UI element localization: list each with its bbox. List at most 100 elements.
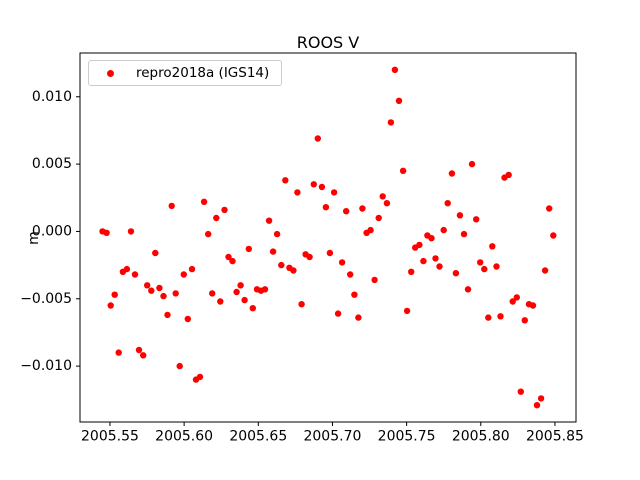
data-point xyxy=(343,208,350,215)
legend: repro2018a (IGS14) xyxy=(88,60,283,86)
data-point xyxy=(241,296,248,304)
data-point xyxy=(318,183,326,191)
data-point xyxy=(123,265,131,273)
data-point xyxy=(269,248,277,255)
data-point xyxy=(440,226,447,234)
data-point xyxy=(537,395,545,402)
data-point xyxy=(473,216,480,223)
data-point xyxy=(351,291,358,298)
data-point xyxy=(225,253,232,261)
data-point xyxy=(278,261,285,269)
data-point xyxy=(135,346,143,354)
data-point xyxy=(180,271,187,278)
data-point xyxy=(245,245,252,253)
data-point xyxy=(477,259,484,266)
data-point xyxy=(290,267,297,274)
data-point xyxy=(298,301,305,308)
data-point xyxy=(115,349,122,356)
data-point xyxy=(355,314,362,321)
data-point xyxy=(456,212,464,219)
data-point xyxy=(546,205,553,212)
legend-entry-label: repro2018a (IGS14) xyxy=(136,65,270,81)
data-point xyxy=(533,402,541,409)
data-point xyxy=(176,362,183,370)
data-point xyxy=(131,271,139,278)
data-point xyxy=(306,253,313,261)
data-point xyxy=(107,302,114,309)
data-point xyxy=(144,282,151,289)
data-point xyxy=(485,314,492,321)
data-point xyxy=(367,226,374,234)
data-point xyxy=(111,291,118,298)
data-point xyxy=(509,298,516,305)
data-point xyxy=(188,265,196,273)
data-point xyxy=(505,171,512,179)
data-point xyxy=(322,204,330,211)
y-tick-label: −0.005 xyxy=(20,291,72,307)
data-point xyxy=(448,170,456,177)
data-point xyxy=(464,286,472,293)
data-point xyxy=(379,193,386,200)
data-point xyxy=(497,313,504,320)
chart-title: ROOS V xyxy=(296,33,360,52)
data-point xyxy=(184,315,191,323)
data-point xyxy=(209,290,216,297)
data-point xyxy=(294,189,301,196)
data-point xyxy=(326,249,334,257)
data-point xyxy=(148,287,155,294)
data-point xyxy=(452,270,460,277)
data-point xyxy=(391,66,399,74)
data-point xyxy=(205,230,212,238)
data-point xyxy=(428,235,435,242)
data-point xyxy=(160,292,167,300)
data-point xyxy=(338,259,346,266)
data-point xyxy=(310,181,317,188)
data-point xyxy=(460,230,468,238)
y-tick-label: 0.010 xyxy=(32,89,72,105)
y-tick-label: 0.000 xyxy=(32,223,72,239)
data-point xyxy=(282,177,289,184)
y-tick-label: 0.005 xyxy=(32,156,72,172)
data-point xyxy=(481,265,488,273)
x-tick-label: 2005.70 xyxy=(303,429,361,445)
data-point xyxy=(513,294,520,301)
data-point xyxy=(103,229,110,236)
data-point xyxy=(383,200,391,207)
data-point xyxy=(196,373,204,381)
x-tick-label: 2005.65 xyxy=(229,429,287,445)
data-point xyxy=(416,241,423,249)
data-point xyxy=(172,290,179,297)
data-point xyxy=(395,97,403,105)
data-point xyxy=(249,305,256,312)
data-point xyxy=(550,232,557,239)
data-point xyxy=(152,249,159,257)
data-point xyxy=(375,214,382,222)
data-point xyxy=(164,311,171,319)
y-tick-label: −0.010 xyxy=(20,358,72,374)
data-point xyxy=(265,217,273,224)
x-tick-label: 2005.75 xyxy=(378,429,436,445)
data-point xyxy=(432,255,439,262)
data-point xyxy=(200,198,208,205)
data-point xyxy=(221,206,228,214)
data-point xyxy=(489,243,496,250)
data-point xyxy=(420,257,427,265)
data-point xyxy=(403,307,411,315)
data-point xyxy=(529,302,537,309)
data-point xyxy=(517,388,524,395)
data-point xyxy=(347,271,354,278)
data-point xyxy=(359,205,366,212)
x-tick-label: 2005.85 xyxy=(526,429,584,445)
data-point xyxy=(273,230,281,238)
data-point xyxy=(314,135,321,142)
data-point xyxy=(140,352,147,359)
data-point xyxy=(387,119,395,126)
data-point xyxy=(217,298,224,305)
data-point xyxy=(436,263,443,270)
data-point xyxy=(168,202,175,210)
axes-frame xyxy=(79,52,577,423)
data-point xyxy=(330,189,338,196)
data-point xyxy=(468,160,476,168)
data-point xyxy=(334,310,342,317)
